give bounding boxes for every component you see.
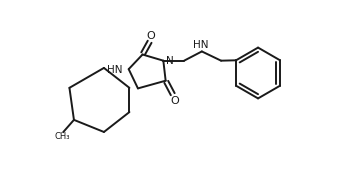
Text: CH₃: CH₃ — [55, 132, 70, 141]
Text: N: N — [166, 56, 174, 66]
Text: HN: HN — [107, 65, 122, 75]
Text: O: O — [170, 96, 179, 106]
Text: HN: HN — [193, 40, 209, 50]
Text: O: O — [147, 31, 155, 41]
